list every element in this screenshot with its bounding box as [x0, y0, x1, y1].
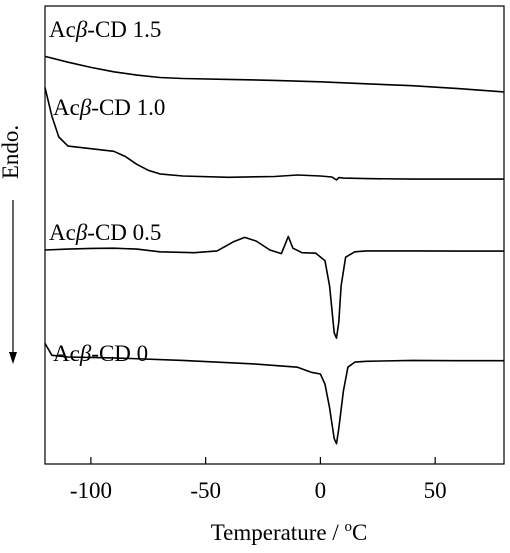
x-tick-label: -100 — [70, 478, 112, 503]
endo-arrow-head — [9, 352, 17, 364]
x-tick-label: 0 — [315, 478, 327, 503]
series-label: Acβ-CD 0 — [53, 341, 148, 366]
series-label: Acβ-CD 1.0 — [53, 95, 165, 120]
series-labels: Acβ-CD 1.5 Acβ-CD 1.0 Acβ-CD 0.5 Acβ-CD 0 — [49, 17, 165, 366]
plot-frame — [44, 5, 505, 465]
series-curve — [44, 87, 504, 181]
series-label: Acβ-CD 1.5 — [49, 17, 161, 42]
degree-sup: o — [344, 519, 352, 535]
dsc-curves — [44, 55, 505, 445]
series-label: Acβ-CD 0.5 — [49, 220, 161, 245]
x-tick-label: 50 — [424, 478, 447, 503]
series-curve — [44, 55, 505, 93]
x-axis-ticks: -100 -50 0 50 — [70, 457, 447, 503]
x-axis-label: Temperature / oC — [211, 519, 368, 545]
series-curve — [44, 342, 504, 445]
series-curve — [44, 235, 504, 339]
y-axis-label: Endo. — [0, 125, 23, 179]
x-tick-label: -50 — [190, 478, 221, 503]
